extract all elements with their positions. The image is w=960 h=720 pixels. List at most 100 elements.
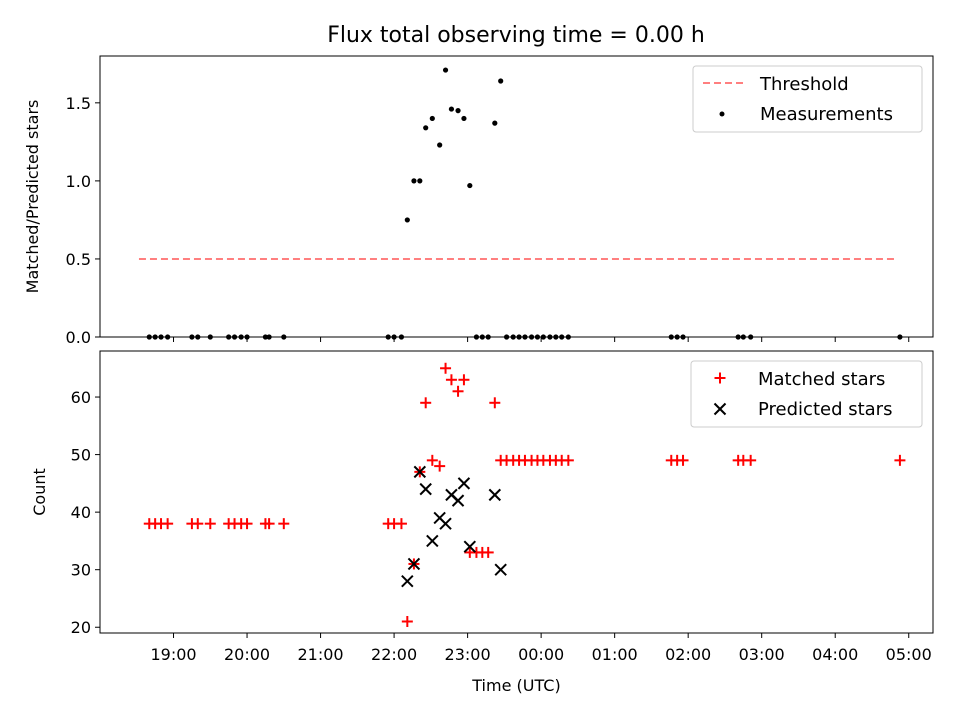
x-tick-label: 05:00 [886,645,932,664]
count-y-axis: 20 30 40 50 60 [71,388,100,637]
predicted-star-point [419,482,432,496]
matched-star-point [162,518,174,530]
matched-star-point [440,362,452,374]
legend-matched-swatch [714,372,726,384]
measurement-point [448,106,455,112]
x-tick-label: 22:00 [371,645,417,664]
matched-star-point [434,460,446,472]
x-tick-label: 02:00 [665,645,711,664]
matched-star-point [562,454,574,466]
predicted-star-point-b [463,540,477,553]
chart-title: Flux total observing time = 0.00 h [327,23,705,48]
matched-star-point [204,518,216,530]
predicted-star-point-b [457,477,471,490]
predicted-star-point-b [419,482,432,496]
matched-star-point [677,454,689,466]
count-y-tick-label: 50 [71,446,91,465]
count-legend: Matched stars Predicted stars [690,360,923,428]
matched-star-point [482,546,494,558]
legend-predicted-swatch [713,402,727,416]
count-x-axis: 19:00 20:00 21:00 22:00 23:00 00:00 01:00 02:00… [150,633,932,664]
count-axes-frame [99,350,934,634]
matched-star-point [192,518,204,530]
measurement-point [492,120,498,126]
measurement-point [417,178,423,184]
x-tick-label: 20:00 [224,645,270,664]
measurement-point [455,108,461,114]
matched-star-point [445,374,457,386]
predicted-star-point-b [494,563,507,576]
matched-star-point [452,385,464,397]
ratio-panel: 0.0 0.5 1.0 1.5 Matched/Predicted stars Thr… [23,55,934,347]
predicted-star-point-b [401,574,414,588]
x-tick-label: 21:00 [298,645,344,664]
predicted-star-point [401,574,414,588]
x-axis-label: Time (UTC) [471,676,560,695]
ratio-y-axis: 0.0 0.5 1.0 1.5 [66,94,100,347]
ratio-y-axis-label: Matched/Predicted stars [23,100,42,294]
measurement-point [461,115,467,122]
legend-x-marker [713,402,727,416]
measurement-point [423,125,429,131]
measurement-point [411,178,417,184]
matched-star-point [420,397,432,409]
ratio-y-tick-label: 0.0 [66,328,91,347]
measurement-point [442,67,449,73]
x-tick-label: 19:00 [150,645,196,664]
predicted-star-point [488,488,502,502]
ratio-legend-box [692,65,923,133]
ratio-legend: Threshold Measurements [692,65,923,133]
legend-measurements-label: Measurements [760,104,893,125]
x-tick-label: 03:00 [739,645,785,664]
count-y-tick-label: 60 [71,388,91,407]
measurement-point [437,142,443,148]
predicted-star-point [451,494,465,507]
legend-matched-label: Matched stars [758,369,885,390]
measurement-point [404,217,410,223]
predicted-star-point [439,517,452,530]
predicted-star-point-b [445,488,458,502]
predicted-star-point [494,563,507,576]
count-series-layer [143,362,906,627]
predicted-star-point [463,540,477,553]
matched-star-point [426,454,438,466]
x-tick-label: 23:00 [445,645,491,664]
legend-measurements-swatch [719,111,725,117]
matched-star-point [263,518,275,530]
predicted-star-point [407,557,421,571]
x-tick-label: 01:00 [592,645,638,664]
predicted-star-point-b [407,557,421,571]
matched-star-point [401,615,413,627]
matched-star-point [745,454,757,466]
legend-threshold-label: Threshold [759,74,849,95]
predicted-star-point-b [426,534,439,548]
matched-star-point [894,454,906,466]
ratio-y-tick-label: 0.5 [66,250,91,269]
measurement-point [498,78,504,84]
matched-star-point [489,397,501,409]
count-y-tick-label: 40 [71,503,91,522]
x-tick-label: 04:00 [812,645,858,664]
matched-star-point [278,518,290,530]
predicted-star-point [426,534,439,548]
predicted-star-point-b [439,517,452,530]
ratio-x-ticks [173,337,910,342]
count-y-tick-label: 20 [71,618,91,637]
predicted-star-point-b [433,511,446,525]
predicted-star-point-b [488,488,502,502]
predicted-star-point [413,465,427,479]
predicted-star-point [457,477,471,490]
legend-x-marker-b [713,402,727,416]
count-y-tick-label: 30 [71,561,91,580]
count-legend-box [690,360,923,428]
predicted-star-point-b [451,494,465,507]
legend-predicted-label: Predicted stars [758,399,892,420]
ratio-axes-frame [99,55,934,338]
ratio-y-tick-label: 1.5 [66,94,91,113]
count-y-axis-label: Count [30,468,49,516]
measurement-point [429,115,435,122]
matched-star-point [458,374,470,386]
measurement-point [467,182,473,189]
legend-plus-marker [714,372,726,384]
